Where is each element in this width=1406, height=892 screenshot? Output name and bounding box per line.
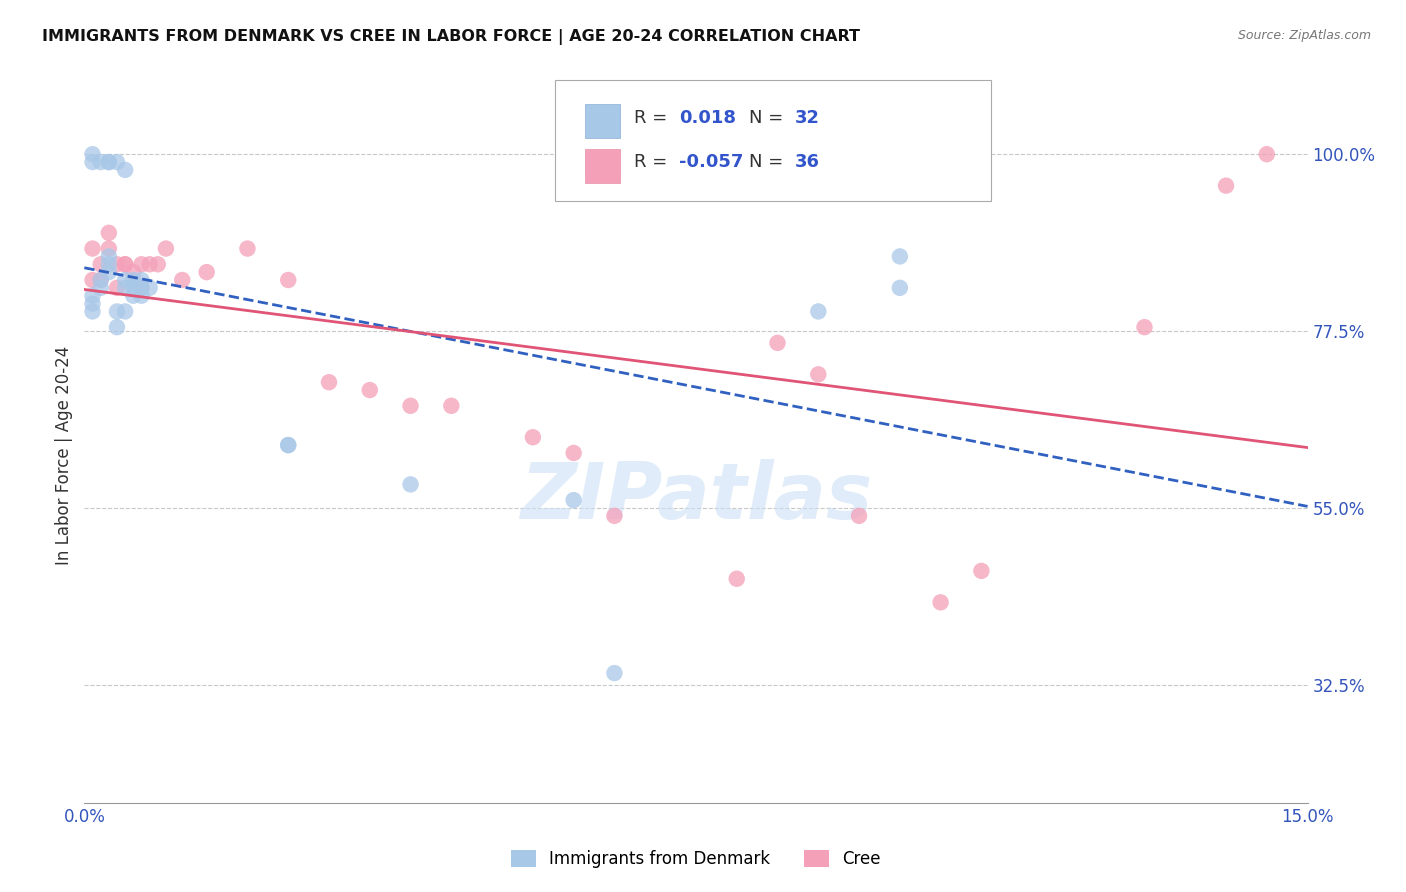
Point <box>82 155 104 169</box>
Point <box>807 304 830 318</box>
Point <box>97 155 120 169</box>
Point <box>105 320 128 334</box>
Point <box>97 242 120 256</box>
Point <box>440 399 463 413</box>
Point <box>114 257 136 271</box>
Point <box>105 304 128 318</box>
Point <box>82 296 104 310</box>
Point <box>277 438 299 452</box>
Point <box>1215 178 1237 193</box>
Point <box>97 249 120 263</box>
Point <box>114 273 136 287</box>
Point <box>131 281 153 295</box>
Point <box>131 281 153 295</box>
Point <box>114 163 136 178</box>
Point <box>562 446 585 460</box>
Point <box>131 273 153 287</box>
Point <box>970 564 993 578</box>
Point <box>97 226 120 240</box>
Text: Source: ZipAtlas.com: Source: ZipAtlas.com <box>1237 29 1371 42</box>
Point <box>122 289 145 303</box>
Text: ZIPatlas: ZIPatlas <box>520 458 872 534</box>
Point <box>138 257 160 271</box>
Point <box>807 368 830 382</box>
Point <box>82 242 104 256</box>
Point <box>105 281 128 295</box>
Point <box>90 281 112 295</box>
Point <box>277 273 299 287</box>
Point <box>90 273 112 287</box>
Text: 32: 32 <box>794 109 820 127</box>
Point <box>603 666 626 681</box>
Text: 36: 36 <box>794 153 820 171</box>
Point <box>522 430 544 444</box>
Text: N =: N = <box>749 153 789 171</box>
Point <box>848 508 870 523</box>
Point <box>146 257 169 271</box>
Point <box>766 335 789 350</box>
Point <box>359 383 381 397</box>
Point <box>97 155 120 169</box>
Point <box>889 281 911 295</box>
Point <box>172 273 194 287</box>
Point <box>889 249 911 263</box>
Text: IMMIGRANTS FROM DENMARK VS CREE IN LABOR FORCE | AGE 20-24 CORRELATION CHART: IMMIGRANTS FROM DENMARK VS CREE IN LABOR… <box>42 29 860 45</box>
Point <box>114 257 136 271</box>
Point <box>236 242 259 256</box>
Point <box>97 265 120 279</box>
Point <box>82 273 104 287</box>
Text: R =: R = <box>634 153 673 171</box>
Point <box>122 273 145 287</box>
Text: 0.018: 0.018 <box>679 109 737 127</box>
Point <box>929 595 952 609</box>
Point <box>318 375 340 389</box>
Point <box>725 572 748 586</box>
Point <box>399 399 422 413</box>
Point <box>122 281 145 295</box>
Point <box>90 257 112 271</box>
Point <box>82 304 104 318</box>
Point <box>122 265 145 279</box>
Text: N =: N = <box>749 109 789 127</box>
Point <box>82 147 104 161</box>
Point <box>114 304 136 318</box>
Point <box>1256 147 1278 161</box>
Point <box>155 242 177 256</box>
Point <box>138 281 160 295</box>
Point <box>105 155 128 169</box>
Point <box>277 438 299 452</box>
Point <box>131 257 153 271</box>
Point <box>1133 320 1156 334</box>
Point <box>131 289 153 303</box>
Point <box>114 281 136 295</box>
Point <box>90 273 112 287</box>
Point <box>562 493 585 508</box>
Point <box>399 477 422 491</box>
Text: R =: R = <box>634 109 673 127</box>
Point <box>195 265 218 279</box>
Point <box>90 155 112 169</box>
Text: -0.057: -0.057 <box>679 153 744 171</box>
Point <box>603 508 626 523</box>
Point <box>82 289 104 303</box>
Point <box>105 257 128 271</box>
Point <box>97 257 120 271</box>
Y-axis label: In Labor Force | Age 20-24: In Labor Force | Age 20-24 <box>55 345 73 565</box>
Legend: Immigrants from Denmark, Cree: Immigrants from Denmark, Cree <box>505 843 887 874</box>
